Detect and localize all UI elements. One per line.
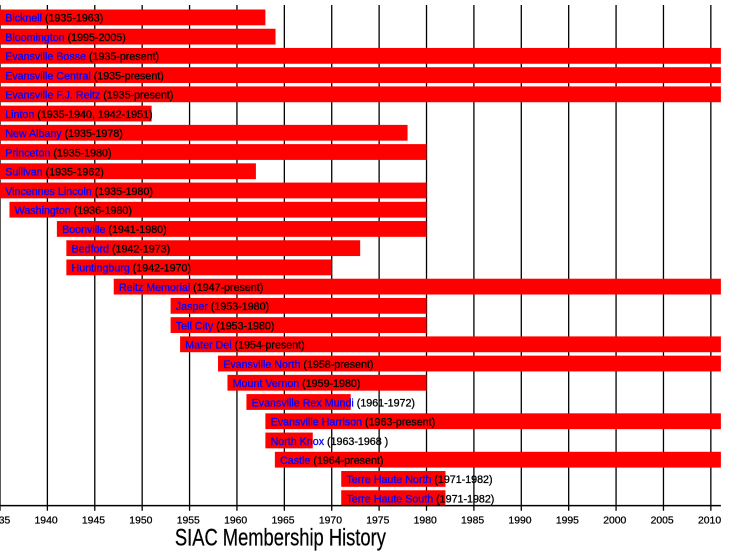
svg-text:Princeton (1935-1980): Princeton (1935-1980) [5, 147, 111, 159]
svg-text:Tell City (1953-1980): Tell City (1953-1980) [176, 320, 275, 332]
svg-text:Mount Vernon (1959-1980): Mount Vernon (1959-1980) [233, 378, 361, 390]
svg-text:New Albany (1935-1978): New Albany (1935-1978) [5, 128, 123, 140]
svg-text:Bedford (1942-1973): Bedford (1942-1973) [72, 243, 171, 255]
svg-text:1975: 1975 [366, 516, 389, 527]
svg-text:1950: 1950 [129, 516, 152, 527]
svg-text:1980: 1980 [414, 516, 437, 527]
svg-text:Terre Haute North (1971-1982): Terre Haute North (1971-1982) [346, 474, 492, 486]
svg-text:Mater Dei (1954-present): Mater Dei (1954-present) [185, 340, 304, 352]
svg-text:North Knox (1963-1968 ): North Knox (1963-1968 ) [271, 436, 389, 448]
svg-text:2000: 2000 [603, 516, 626, 527]
svg-text:1960: 1960 [224, 516, 247, 527]
svg-text:1955: 1955 [177, 516, 200, 527]
svg-text:Bloomington (1995-2005): Bloomington (1995-2005) [5, 32, 126, 44]
svg-text:SIAC Membership History: SIAC Membership History [175, 525, 387, 552]
svg-text:1940: 1940 [35, 516, 58, 527]
svg-text:Castle (1964-present): Castle (1964-present) [280, 455, 383, 467]
svg-text:Huntingburg (1942-1970): Huntingburg (1942-1970) [72, 263, 191, 275]
svg-text:1945: 1945 [82, 516, 105, 527]
svg-text:1985: 1985 [461, 516, 484, 527]
svg-text:2005: 2005 [651, 516, 674, 527]
svg-text:1995: 1995 [556, 516, 579, 527]
svg-text:Evansville Central (1935-prese: Evansville Central (1935-present) [5, 70, 164, 82]
svg-text:Evansville Bosse (1935-present: Evansville Bosse (1935-present) [5, 51, 159, 63]
svg-text:Evansville North (1958-present: Evansville North (1958-present) [223, 359, 373, 371]
svg-text:Linton (1935-1940, 1942-1951): Linton (1935-1940, 1942-1951) [5, 109, 152, 121]
svg-text:1970: 1970 [319, 516, 342, 527]
svg-text:Terre Haute South (1971-1982): Terre Haute South (1971-1982) [346, 493, 494, 505]
svg-text:Vincennes Lincoln (1935-1980): Vincennes Lincoln (1935-1980) [5, 186, 153, 198]
svg-text:Reitz Memorial (1947-present): Reitz Memorial (1947-present) [119, 282, 263, 294]
svg-text:Washington (1936-1980): Washington (1936-1980) [15, 205, 132, 217]
svg-text:Bicknell (1935-1963): Bicknell (1935-1963) [5, 13, 103, 25]
svg-text:1965: 1965 [271, 516, 294, 527]
svg-text:Evansville Rex Mundi (1961-197: Evansville Rex Mundi (1961-1972) [252, 397, 415, 409]
svg-text:Evansville F.J. Reitz (1935-pr: Evansville F.J. Reitz (1935-present) [5, 90, 173, 102]
svg-text:1935: 1935 [0, 516, 10, 527]
svg-text:Boonville (1941-1980): Boonville (1941-1980) [62, 224, 167, 236]
svg-text:Evansville Harrison (1963-pres: Evansville Harrison (1963-present) [271, 417, 436, 429]
svg-text:Jasper (1953-1980): Jasper (1953-1980) [176, 301, 269, 313]
svg-text:1990: 1990 [508, 516, 531, 527]
svg-text:Sullivan (1935-1962): Sullivan (1935-1962) [5, 167, 104, 179]
svg-text:2010: 2010 [698, 516, 721, 527]
